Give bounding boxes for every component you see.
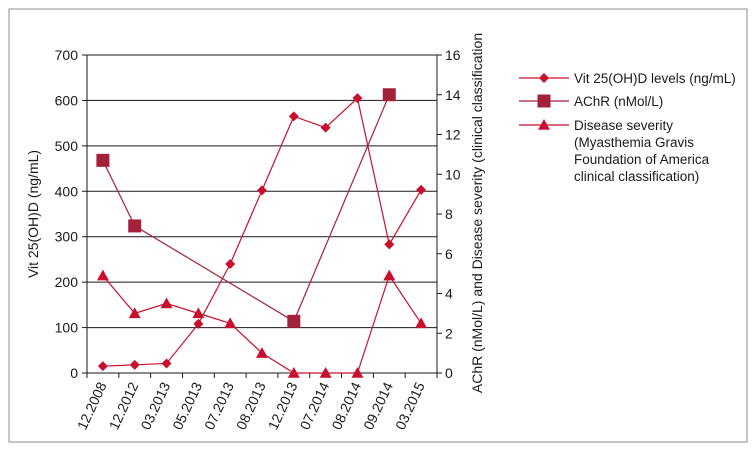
data-point — [96, 269, 109, 281]
right-tick-label: 14 — [445, 87, 461, 103]
data-point — [256, 347, 268, 358]
right-tick-label: 16 — [445, 47, 461, 63]
x-tick-label: 07.2013 — [201, 379, 237, 432]
data-point — [225, 258, 236, 269]
left-tick-label: 100 — [55, 320, 79, 336]
x-tick-label: 08.2014 — [328, 379, 364, 432]
right-tick-label: 8 — [445, 206, 453, 222]
data-point — [351, 367, 364, 378]
right-tick-label: 12 — [445, 127, 461, 143]
left-tick-label: 400 — [55, 183, 79, 199]
left-tick-label: 200 — [55, 274, 79, 290]
data-point — [320, 122, 331, 133]
right-tick-label: 4 — [445, 286, 453, 302]
x-tick-label: 12.2008 — [74, 379, 110, 432]
data-point — [287, 367, 300, 378]
data-point — [384, 239, 395, 250]
legend-label: clinical classification) — [574, 169, 699, 184]
x-tick-label: 12.2012 — [106, 379, 142, 432]
x-tick-label: 09.2014 — [360, 379, 396, 432]
data-point — [96, 153, 110, 167]
left-tick-label: 300 — [55, 229, 79, 245]
data-point — [319, 367, 332, 378]
data-point — [224, 317, 237, 329]
data-point — [416, 184, 427, 195]
legend-label: Disease severity — [574, 118, 673, 133]
gridlines — [87, 54, 437, 329]
data-point — [257, 185, 267, 196]
data-point — [192, 307, 205, 319]
x-tick-label: 03.2015 — [392, 379, 428, 432]
legend-label: AChR (nMol/L) — [574, 94, 663, 109]
legend-marker — [538, 119, 550, 130]
series-2 — [96, 88, 396, 328]
data-point — [383, 269, 396, 281]
x-tick-label: 07.2014 — [296, 379, 332, 432]
x-tick-label: 03.2013 — [137, 379, 173, 432]
right-axis-title: AChR (nMol/L) and Disease severity (clin… — [469, 33, 485, 393]
series-1 — [97, 93, 427, 372]
legend: Vit 25(OH)D levels (ng/mL) AChR (nMol/L) D… — [519, 71, 736, 184]
data-point — [288, 111, 299, 122]
legend-label: (Myasthemia Gravis — [574, 135, 694, 150]
right-tick-label: 10 — [445, 166, 461, 182]
legend-label: Vit 25(OH)D levels (ng/mL) — [574, 71, 736, 86]
left-tick-label: 0 — [70, 365, 78, 381]
right-tick-label: 2 — [445, 325, 453, 341]
left-axis-title: Vit 25(OH)D (ng/mL) — [25, 150, 41, 278]
legend-marker — [539, 73, 549, 83]
series-layer — [96, 88, 428, 378]
left-tick-label: 500 — [55, 138, 79, 154]
legend-item-1: Vit 25(OH)D levels (ng/mL) — [519, 71, 736, 86]
left-tick-label: 600 — [55, 92, 79, 108]
series-line — [102, 94, 390, 323]
left-tick-label: 700 — [55, 47, 79, 63]
data-point — [352, 93, 363, 104]
legend-marker — [537, 94, 551, 108]
data-point — [97, 361, 108, 372]
data-point — [287, 314, 301, 328]
x-tick-label: 08.2013 — [233, 379, 269, 432]
right-tick-label: 0 — [445, 365, 453, 381]
x-tick-label: 12.2013 — [265, 379, 301, 432]
chart-border — [8, 8, 748, 443]
axes: 0 100 200 300 400 500 600 700 0 2 4 6 8 10 12 14 16 12.20… — [8, 8, 748, 443]
data-point — [382, 88, 396, 102]
series-line — [102, 274, 422, 374]
data-point — [128, 219, 142, 233]
data-point — [160, 297, 173, 309]
legend-label: Foundation of America — [574, 152, 710, 167]
legend-item-3: Disease severity (Myasthemia Gravis Founda… — [519, 118, 710, 184]
x-tick-label: 05.2013 — [169, 379, 205, 432]
series-3 — [96, 269, 428, 378]
right-tick-label: 6 — [445, 246, 453, 262]
data-point — [193, 318, 204, 329]
data-point — [129, 359, 140, 370]
legend-item-2: AChR (nMol/L) — [519, 94, 663, 109]
data-point — [415, 317, 428, 329]
data-point — [161, 358, 172, 369]
data-point — [128, 307, 141, 319]
